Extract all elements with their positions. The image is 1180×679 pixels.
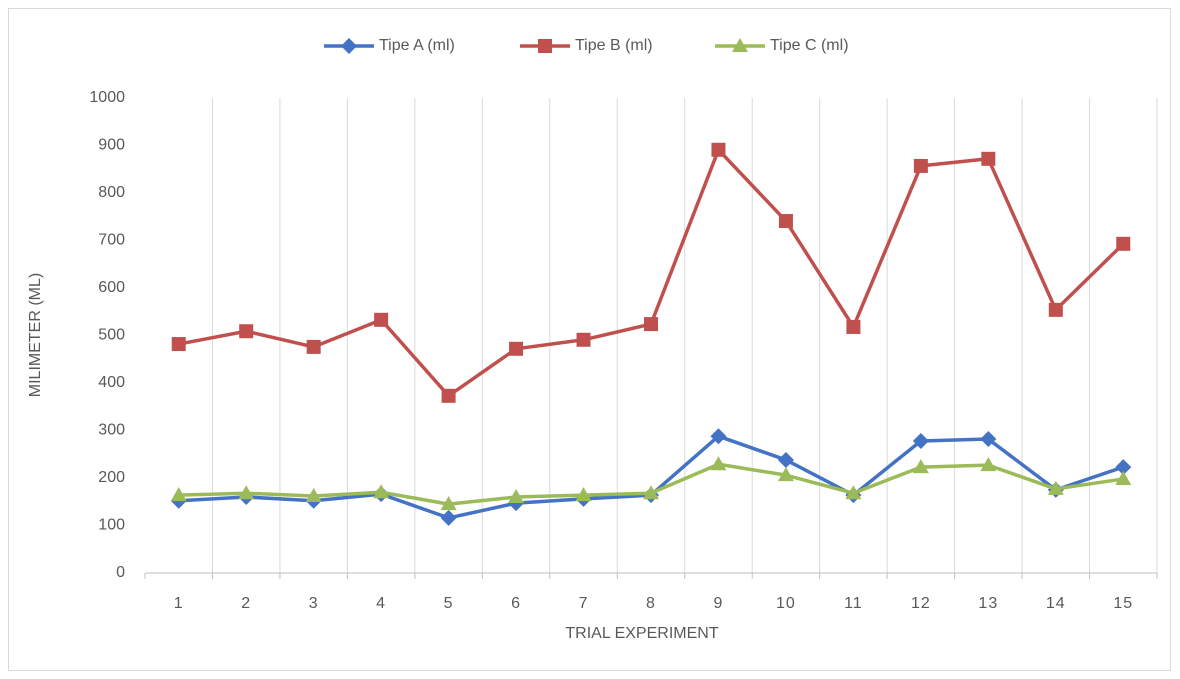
legend-label: Tipe C (ml) — [770, 37, 849, 54]
marker — [305, 488, 322, 503]
marker — [981, 151, 996, 166]
x-tick-label: 3 — [309, 595, 319, 612]
marker — [912, 432, 929, 449]
marker — [710, 456, 727, 471]
y-tick-label: 800 — [98, 184, 125, 201]
y-tick-label: 1000 — [89, 89, 125, 106]
x-axis-title: TRIAL EXPERIMENT — [565, 625, 718, 642]
marker — [440, 496, 457, 511]
marker — [440, 509, 457, 526]
marker — [576, 332, 591, 347]
marker — [1115, 459, 1132, 476]
x-tick-label: 13 — [978, 595, 998, 612]
y-tick-label: 0 — [116, 564, 125, 581]
x-tick-label: 1 — [174, 595, 184, 612]
x-tick-label: 8 — [646, 595, 656, 612]
x-tick-label: 7 — [579, 595, 589, 612]
marker — [732, 38, 748, 52]
marker — [846, 319, 861, 334]
y-tick-label: 500 — [98, 327, 125, 344]
marker — [575, 487, 592, 502]
marker — [644, 317, 658, 332]
marker — [1115, 470, 1132, 485]
x-tick-label: 2 — [241, 595, 251, 612]
x-tick-label: 9 — [714, 595, 724, 612]
marker — [170, 487, 187, 502]
marker — [239, 324, 254, 339]
marker — [980, 431, 997, 448]
legend-label: Tipe B (ml) — [575, 37, 653, 54]
marker — [341, 38, 357, 54]
marker — [643, 485, 659, 500]
y-axis-title: MILIMETER (ML) — [27, 273, 44, 397]
marker — [509, 341, 524, 356]
y-tick-label: 200 — [98, 469, 125, 486]
marker — [171, 337, 186, 352]
y-tick-label: 700 — [98, 232, 125, 249]
x-tick-label: 11 — [844, 595, 863, 612]
marker — [777, 467, 794, 482]
marker — [238, 485, 255, 500]
marker — [441, 388, 456, 403]
x-tick-label: 6 — [511, 595, 521, 612]
marker — [912, 459, 929, 474]
marker — [980, 457, 997, 472]
marker — [374, 312, 389, 327]
x-tick-label: 12 — [911, 595, 931, 612]
x-tick-label: 15 — [1113, 595, 1133, 612]
x-tick-label: 14 — [1046, 595, 1066, 612]
marker — [538, 39, 552, 53]
marker — [710, 428, 727, 445]
marker — [306, 339, 321, 354]
marker — [777, 451, 794, 468]
marker — [778, 214, 793, 229]
marker — [1047, 480, 1064, 495]
y-tick-label: 600 — [98, 279, 125, 296]
marker — [508, 489, 525, 503]
marker — [1048, 302, 1063, 317]
y-tick-label: 400 — [98, 374, 125, 391]
marker — [913, 158, 928, 173]
marker — [373, 484, 390, 499]
marker — [845, 485, 862, 500]
x-tick-label: 10 — [776, 595, 796, 612]
x-tick-label: 5 — [444, 595, 454, 612]
y-tick-label: 100 — [98, 517, 125, 534]
x-tick-label: 4 — [376, 595, 386, 612]
marker — [1116, 236, 1131, 251]
marker — [711, 142, 726, 157]
legend-label: Tipe A (ml) — [379, 37, 455, 54]
y-tick-label: 900 — [98, 137, 125, 154]
y-tick-label: 300 — [98, 422, 125, 439]
